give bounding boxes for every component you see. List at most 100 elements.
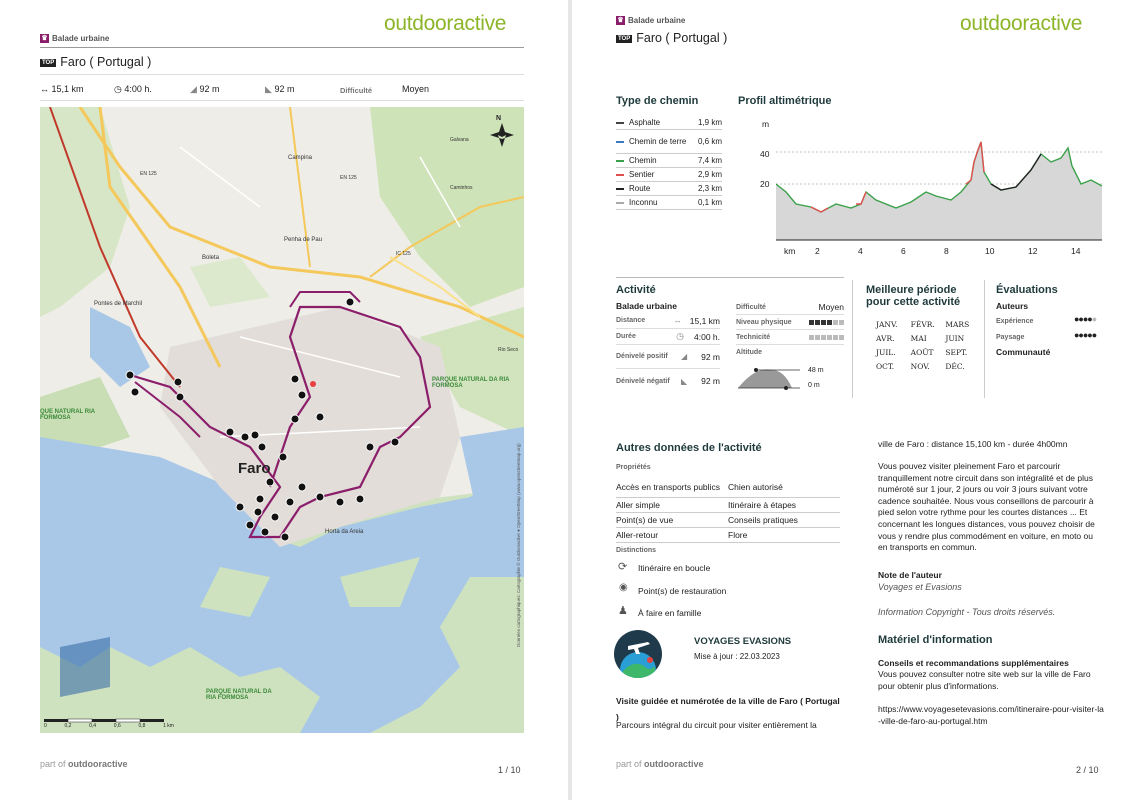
map-label-boleta: Boleta bbox=[202, 255, 220, 261]
ascent-icon: ◢ bbox=[190, 84, 197, 94]
map-label-parque3: PARQUE NATURAL DA RIA FORMOSA bbox=[206, 689, 272, 701]
category-label: ♛ Balade urbaine bbox=[40, 34, 110, 44]
legend-swatch bbox=[616, 140, 624, 143]
walk-icon: ♛ bbox=[616, 16, 625, 26]
activite-heading: Activité bbox=[616, 284, 656, 296]
map-attribution: Données cartographiques: Cartographie © … bbox=[516, 443, 521, 647]
physique-level bbox=[809, 319, 844, 325]
map-label-en125a: EN 125 bbox=[140, 171, 157, 177]
profil-xtick: 12 bbox=[1028, 246, 1038, 256]
alt-max: 48 m bbox=[808, 367, 824, 374]
profil-unit-y: m bbox=[762, 119, 770, 129]
map-label-penha: Penha de Pau bbox=[284, 237, 323, 243]
map-canvas bbox=[40, 107, 524, 733]
plane-icon bbox=[628, 642, 650, 654]
map-label-en125b: EN 125 bbox=[340, 175, 357, 181]
author-avatar[interactable] bbox=[614, 630, 662, 678]
distinctions-label: Distinctions bbox=[616, 547, 657, 554]
descent-icon: ◣ bbox=[265, 84, 272, 94]
profil-unit-x: km bbox=[784, 246, 796, 256]
distinction-boucle: Itinéraire en boucle bbox=[638, 563, 711, 573]
altitude-hill-icon bbox=[738, 368, 800, 390]
map-label-faro: Faro bbox=[238, 460, 271, 477]
loop-icon: ⟳ bbox=[618, 561, 628, 573]
page-number: 1 / 10 bbox=[498, 765, 521, 775]
top-badge: TOP bbox=[40, 58, 57, 67]
desc-p2: Vous pouvez visiter pleinement Faro et p… bbox=[878, 461, 1095, 553]
profil-xtick: 6 bbox=[901, 246, 906, 256]
conseils-title: Conseils et recommandations supplémentai… bbox=[878, 658, 1069, 668]
map-label-gale: Galvana bbox=[450, 137, 469, 143]
walk-icon: ♛ bbox=[40, 34, 49, 44]
clock-icon: ◷ bbox=[114, 84, 122, 94]
profil-xtick: 14 bbox=[1071, 246, 1081, 256]
map-label-cami: Caminhos bbox=[450, 185, 473, 191]
author-name[interactable]: VOYAGES EVASIONS bbox=[694, 636, 792, 647]
evaluations-heading: Évaluations bbox=[996, 284, 1058, 296]
brand-logo: outdooractive bbox=[384, 12, 507, 35]
note-author: Voyages et Evasions bbox=[878, 582, 962, 592]
profil-ytick: 40 bbox=[760, 149, 770, 159]
family-icon: ♟ bbox=[618, 605, 628, 617]
profil-heading: Profil altimétrique bbox=[738, 95, 832, 107]
descent-icon: ◣ bbox=[680, 376, 688, 386]
autres-heading: Autres données de l'activité bbox=[616, 442, 762, 454]
top-badge: TOP bbox=[616, 34, 633, 43]
map-label-parque2: QUE NATURAL RIA FORMOSA bbox=[40, 409, 95, 421]
duration-stat: ◷ 4:00 h. bbox=[114, 84, 152, 94]
alt-min: 0 m bbox=[808, 382, 820, 389]
type-chemin-table: Asphalte 1,9 km Chemin de terre 0,6 km Che… bbox=[616, 116, 722, 210]
auteurs-label: Auteurs bbox=[996, 301, 1029, 311]
map-label-parque1: PARQUE NATURAL DA RIA FORMOSA bbox=[432, 377, 510, 389]
ascent-icon: ◢ bbox=[680, 352, 688, 361]
legend-swatch bbox=[616, 173, 624, 176]
experience-label: Expérience bbox=[996, 318, 1034, 325]
descent-stat: ◣ 92 m bbox=[265, 84, 295, 94]
activite-sub: Balade urbaine bbox=[616, 301, 677, 311]
periode-heading: Meilleure période pour cette activité bbox=[866, 284, 961, 308]
type-chemin-heading: Type de chemin bbox=[616, 95, 699, 107]
profil-xtick: 2 bbox=[815, 246, 820, 256]
author-update: Mise à jour : 22.03.2023 bbox=[694, 652, 780, 661]
legend-swatch bbox=[616, 201, 624, 204]
map-label-campina: Campina bbox=[288, 155, 313, 161]
proprietes-label: Propriétés bbox=[616, 464, 651, 471]
experience-rating: ●●●●● bbox=[1074, 314, 1097, 324]
profil-ytick: 20 bbox=[760, 179, 770, 189]
route-map[interactable]: Faro Boleta Penha de Pau Campina Pontes … bbox=[40, 107, 524, 733]
route-markers bbox=[125, 297, 400, 542]
technicite-level bbox=[809, 334, 844, 340]
ascent-stat: ◢ 92 m bbox=[190, 84, 220, 94]
map-label-rio: Rio Seco bbox=[498, 347, 519, 353]
legend-swatch bbox=[616, 121, 624, 124]
footer: part of outdooractive bbox=[616, 759, 704, 769]
note-label: Note de l'auteur bbox=[878, 570, 942, 580]
clock-icon: ◷ bbox=[676, 331, 684, 341]
desc-p1: ville de Faro : distance 15,100 km - dur… bbox=[878, 439, 1068, 449]
paysage-rating: ●●●●● bbox=[1074, 330, 1097, 340]
difficulty-label: Difficulté bbox=[340, 86, 373, 95]
conseils-text: Vous pouvez consulter notre site web sur… bbox=[878, 669, 1091, 691]
properties-list: Accès en transports publics Chien autoris… bbox=[616, 476, 840, 543]
materiel-heading: Matériel d'information bbox=[878, 634, 993, 646]
visite-title: Visite guidée et numérotée de la ville d… bbox=[616, 696, 840, 722]
months-grid: JANV. FÉVR. MARS AVR. MAI JUIN JUIL. AOÛT SEPT… bbox=[876, 320, 970, 371]
category-label: ♛ Balade urbaine bbox=[616, 16, 686, 26]
info-url[interactable]: https://www.voyagesetevasions.com/itiner… bbox=[878, 704, 1104, 726]
difficulty-value: Moyen bbox=[402, 84, 430, 94]
profil-xtick: 10 bbox=[985, 246, 995, 256]
activite-stats: Distance ↔ 15,1 km Durée ◷ 4:00 h. Dénivelé … bbox=[616, 313, 720, 393]
distance-stat: ↔ 15,1 km bbox=[40, 84, 84, 94]
distinction-restauration: Point(s) de restauration bbox=[638, 586, 727, 596]
communaute-label: Communauté bbox=[996, 347, 1051, 357]
stats-bar: ↔ 15,1 km ◷ 4:00 h. ◢ 92 m ◣ 92 m Diffic… bbox=[40, 80, 524, 98]
restaurant-icon: ◉ bbox=[619, 582, 628, 593]
brand-logo: outdooractive bbox=[960, 12, 1083, 35]
legend-swatch bbox=[616, 187, 624, 190]
copyright: Information Copyright - Tous droits rése… bbox=[878, 607, 1056, 617]
profil-xtick: 4 bbox=[858, 246, 863, 256]
activite-levels: Difficulté Moyen Niveau physique Technici… bbox=[736, 302, 844, 356]
map-label-horta: Horta da Areia bbox=[325, 529, 364, 535]
map-label-a22: IC 125 bbox=[396, 251, 411, 257]
page-1: outdooractive ♛ Balade urbaine TOP Faro ( … bbox=[0, 0, 568, 800]
